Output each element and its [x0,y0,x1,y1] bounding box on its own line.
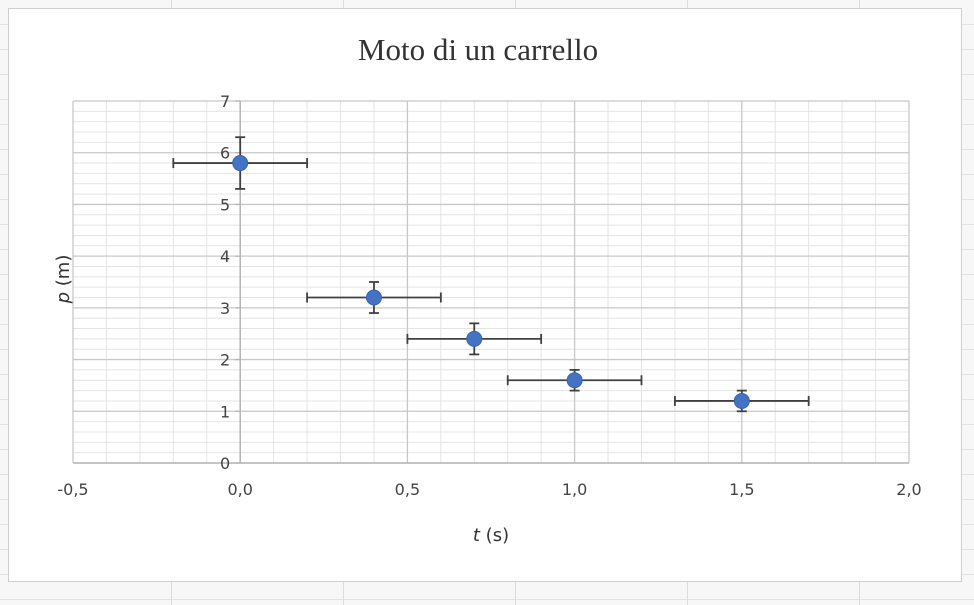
tick-labels: -0,5 0,0 0,5 1,0 1,5 2,0 0 1 2 3 4 5 6 7 [57,92,921,499]
y-tick-label: 7 [220,92,230,111]
x-tick-label: 2,0 [896,480,921,499]
y-tick-label: 5 [220,195,230,214]
y-axis-unit: (m) [53,255,74,292]
data-point [232,155,249,172]
y-tick-label: 6 [220,144,230,163]
y-tick-label: 3 [220,299,230,318]
x-axis-title: t (s) [473,525,509,546]
data-point [733,392,750,409]
chart-title: Moto di un carrello [358,32,598,67]
x-axis-unit: (s) [480,525,509,546]
x-tick-label: 0,0 [227,480,252,499]
y-tick-label: 2 [220,351,230,370]
y-tick-label: 0 [220,454,230,473]
y-axis-variable: p [53,292,74,304]
data-point [466,330,483,347]
data-point [365,289,382,306]
axes [73,100,909,464]
y-axis-title: p (m) [53,255,74,305]
x-tick-label: 1,5 [729,480,754,499]
scatter-chart: Moto di un carrello -0,5 0,0 0,5 1,0 1,5 2,0 0… [53,32,922,546]
chart-area[interactable]: Moto di un carrello -0,5 0,0 0,5 1,0 1,5 2,0 0… [8,8,962,582]
y-tick-label: 4 [220,247,230,266]
x-tick-label: 0,5 [395,480,420,499]
x-tick-label: -0,5 [57,480,88,499]
y-tick-label: 1 [220,402,230,421]
data-points [232,155,750,409]
x-axis-variable: t [473,525,481,546]
gridlines [72,100,910,464]
x-tick-label: 1,0 [562,480,587,499]
data-point [566,372,583,389]
